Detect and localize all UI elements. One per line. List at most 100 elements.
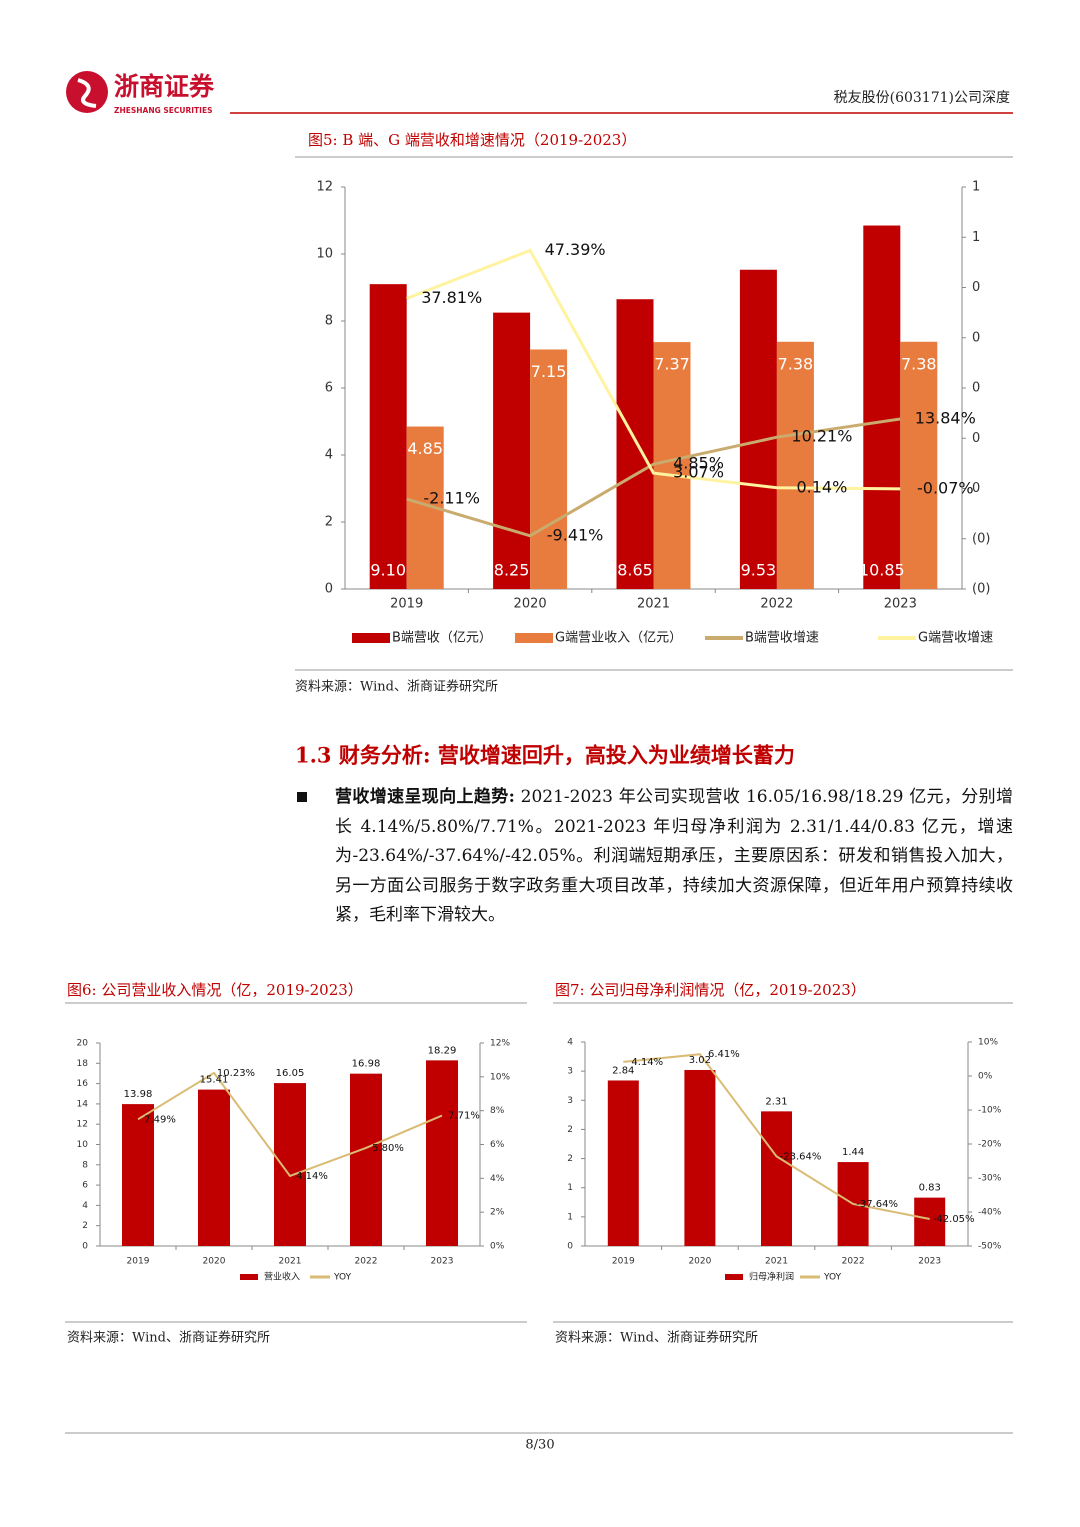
bar [739, 269, 777, 589]
y2-tick-label: 6% [490, 1140, 505, 1150]
paragraph-text: 2021-2023 年公司实现营收 16.05/16.98/18.29 亿元，分… [335, 787, 1014, 925]
y2-tick-label: (0) [972, 531, 990, 546]
bar [863, 225, 901, 589]
bar [122, 1104, 154, 1246]
data-label: 7.15 [531, 362, 567, 381]
data-label: 10.21% [791, 427, 852, 446]
bar [493, 312, 531, 589]
bar [653, 342, 691, 589]
y-tick-label: 18 [77, 1059, 89, 1069]
legend-label: 营业收入 [264, 1271, 300, 1283]
y2-tick-label: -30% [978, 1174, 1002, 1184]
data-label: 6.41% [708, 1049, 740, 1060]
legend-swatch [725, 1274, 743, 1280]
data-label: 9.53 [741, 561, 777, 580]
bar [776, 341, 814, 589]
data-label: 9.10 [370, 561, 406, 580]
legend-swatch [352, 633, 390, 643]
bar [684, 1069, 716, 1246]
data-label: 10.85 [859, 561, 905, 580]
y-tick-label: 4 [567, 1038, 573, 1048]
y-tick-label: 10 [316, 247, 333, 262]
x-tick-label: 2021 [765, 1257, 788, 1267]
legend-label: 归母净利润 [749, 1271, 794, 1283]
bar [900, 341, 938, 589]
x-tick-label: 2021 [279, 1257, 302, 1267]
legend-label: B端营收增速 [745, 631, 819, 646]
y-tick-label: 10 [77, 1140, 89, 1150]
data-label: 15.41 [200, 1075, 229, 1086]
x-tick-label: 2019 [127, 1257, 150, 1267]
y-tick-label: 3 [567, 1067, 573, 1077]
legend-swatch [240, 1274, 258, 1280]
data-label: 7.37 [654, 355, 690, 374]
bar [198, 1089, 230, 1246]
data-label: 3.02 [689, 1055, 711, 1066]
bar [369, 284, 407, 589]
data-label: 0.14% [796, 477, 847, 496]
bullet [297, 792, 307, 802]
bar [616, 299, 654, 589]
x-tick-label: 2023 [884, 597, 917, 612]
data-label: 7.71% [448, 1111, 480, 1122]
legend-swatch [515, 633, 553, 643]
line-series [623, 1053, 930, 1220]
y2-tick-label: 2% [490, 1208, 505, 1218]
y-tick-label: 4 [325, 448, 333, 463]
y2-tick-label: 0 [972, 330, 980, 345]
x-tick-label: 2020 [514, 597, 547, 612]
data-label: 13.84% [915, 408, 976, 427]
data-label: 7.38 [778, 354, 814, 373]
data-label: 7.49% [144, 1114, 176, 1125]
y-tick-label: 0 [82, 1242, 88, 1252]
line-series [406, 248, 901, 491]
y-tick-label: 1 [567, 1183, 573, 1193]
logo-text-en: ZHESHANG SECURITIES [114, 106, 212, 115]
y-tick-label: 12 [316, 180, 333, 195]
y-tick-label: 2 [325, 515, 333, 530]
bar [530, 349, 568, 589]
x-tick-label: 2022 [355, 1257, 378, 1267]
data-label: 10.23% [217, 1068, 255, 1079]
y2-tick-label: 10% [978, 1038, 998, 1048]
x-tick-label: 2019 [612, 1257, 635, 1267]
y-tick-label: 2 [567, 1154, 573, 1164]
figure-caption: 图5: B 端、G 端营收和增速情况（2019-2023） [308, 131, 636, 149]
data-label: 4.14% [631, 1057, 663, 1068]
y2-tick-label: 0 [972, 381, 980, 396]
y2-tick-label: 12% [490, 1039, 510, 1049]
y-tick-label: 6 [82, 1181, 88, 1191]
figure-source: 资料来源：Wind、浙商证券研究所 [67, 1330, 270, 1346]
x-tick-label: 2022 [842, 1257, 865, 1267]
figure-source: 资料来源：Wind、浙商证券研究所 [295, 679, 498, 695]
legend-label: YOY [333, 1273, 352, 1283]
y2-tick-label: (0) [972, 582, 990, 597]
data-label: 2.84 [612, 1065, 634, 1076]
y-tick-label: 0 [325, 582, 333, 597]
y2-tick-label: 0 [972, 481, 980, 496]
data-label: 4.14% [296, 1171, 328, 1182]
x-tick-label: 2023 [918, 1257, 941, 1267]
page-number: 8/30 [525, 1438, 554, 1453]
data-label: 4.85% [673, 454, 724, 473]
data-label: -23.64% [780, 1151, 822, 1162]
data-label: 0.83 [919, 1183, 941, 1194]
data-label: -2.11% [423, 489, 480, 508]
bar [350, 1073, 382, 1246]
data-label: 8.65 [617, 561, 653, 580]
section-heading: 1.3 财务分析: 营收增速回升，高投入为业绩增长蓄力 [295, 743, 795, 768]
logo-text: 浙商证券 [114, 72, 215, 101]
figure-source: 资料来源：Wind、浙商证券研究所 [555, 1330, 758, 1346]
report-title: 税友股份(603171)公司深度 [834, 90, 1010, 106]
data-label: 8.25 [494, 561, 530, 580]
x-tick-label: 2020 [203, 1257, 226, 1267]
y2-tick-label: 8% [490, 1106, 505, 1116]
figure-caption: 图7: 公司归母净利润情况（亿，2019-2023） [555, 981, 866, 999]
data-label: 7.38 [901, 354, 937, 373]
y2-tick-label: 4% [490, 1174, 505, 1184]
x-tick-label: 2021 [637, 597, 670, 612]
legend-label: B端营收（亿元） [392, 631, 492, 646]
data-label: -37.64% [856, 1199, 898, 1210]
y2-tick-label: 0 [972, 431, 980, 446]
